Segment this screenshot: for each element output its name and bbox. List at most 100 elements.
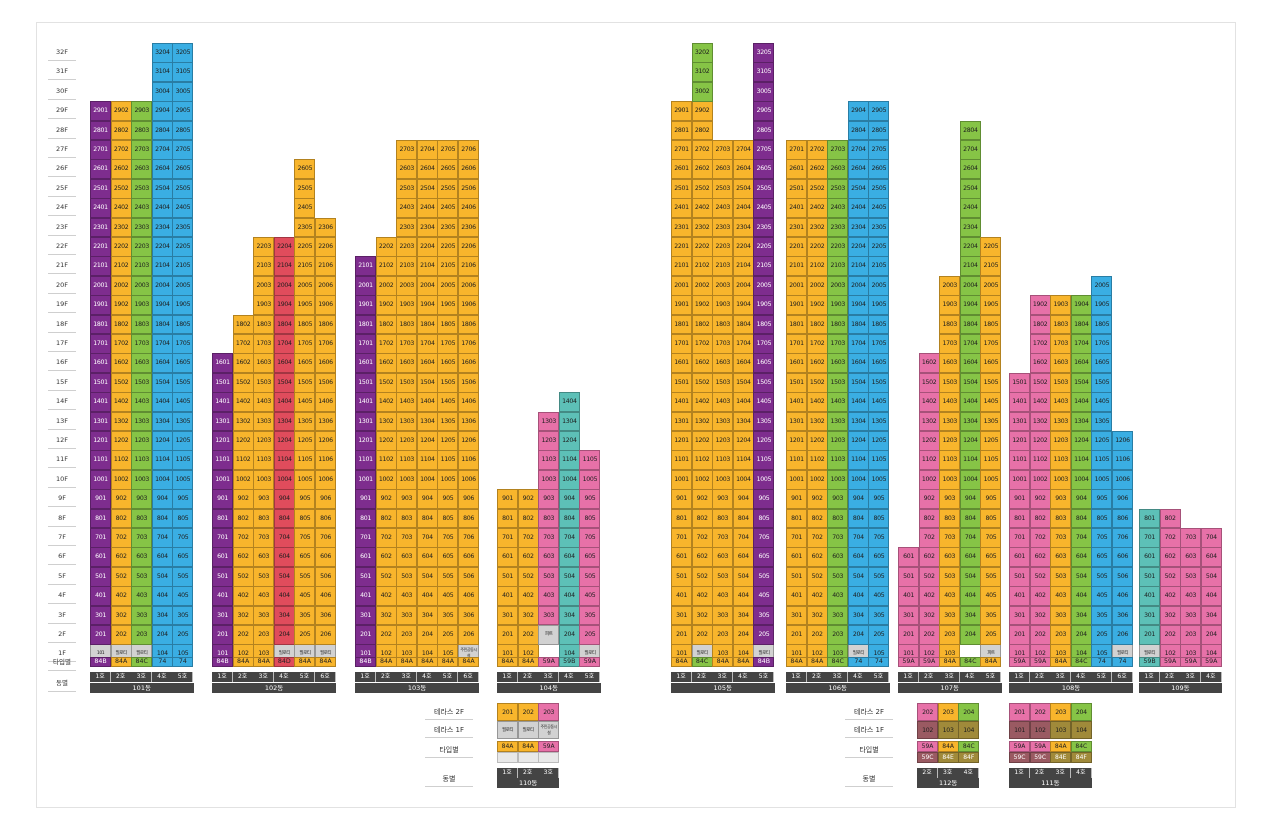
unit-cell: 1201 (786, 431, 808, 451)
unit-cell: 3205 (172, 43, 194, 63)
unit-cell: 204 (416, 625, 438, 645)
unit-cell: 2804 (151, 120, 173, 141)
unit-cell: 1105 (980, 450, 1002, 471)
unit-cell: 504 (151, 566, 173, 587)
unit-cell: 1303 (131, 411, 153, 432)
unit-type-cell: 59A (538, 741, 560, 752)
unit-cell: 2004 (959, 275, 981, 296)
line-number-label: 3호 (939, 672, 961, 682)
unit-cell: 203 (131, 625, 153, 645)
unit-cell: 1906 (458, 295, 480, 316)
unit-cell: 203 (396, 625, 418, 645)
unit-cell: 1205 (294, 431, 316, 451)
unit-cell: 2003 (939, 275, 961, 296)
line-number-label: 2호 (691, 672, 713, 682)
unit-cell: 2105 (437, 256, 459, 277)
floor-label: 4F (48, 586, 76, 605)
unit-cell: 1902 (375, 295, 397, 316)
floor-label: 17F (48, 334, 76, 352)
unit-cell: 1803 (396, 314, 418, 335)
unit-cell: 2506 (458, 178, 480, 199)
unit-cell: 305 (172, 605, 194, 626)
unit-cell: 401 (355, 586, 377, 607)
unit-cell: 3105 (753, 62, 775, 83)
unit-cell: 1703 (939, 334, 961, 354)
unit-cell: 2701 (786, 140, 808, 160)
unit-cell: 1602 (110, 353, 132, 374)
unit-cell: 1401 (1009, 392, 1031, 413)
unit-cell: 1001 (90, 469, 112, 490)
unit-cell: 1403 (827, 392, 849, 413)
unit-cell: 2601 (786, 159, 808, 180)
unit-cell: 902 (691, 489, 713, 510)
unit-cell: 302 (517, 605, 539, 626)
unit-cell: 2502 (110, 178, 132, 199)
unit-cell: 303 (1180, 605, 1202, 626)
unit-type-cell: 84D (273, 657, 295, 667)
unit-cell: 304 (1200, 605, 1222, 626)
unit-cell: 204 (732, 625, 754, 645)
unit-cell: 2101 (355, 256, 377, 277)
unit-cell: 706 (458, 528, 480, 548)
unit-cell: 2104 (273, 256, 295, 277)
unit-cell: 2202 (691, 237, 713, 257)
floor-label: 21F (48, 256, 76, 275)
unit-cell: 1401 (212, 392, 234, 413)
unit-cell: 1402 (1029, 392, 1051, 413)
unit-cell: 1903 (827, 295, 849, 316)
unit-cell: 1802 (806, 314, 828, 335)
unit-cell: 704 (1070, 528, 1092, 548)
unit-cell: 1201 (1009, 431, 1031, 451)
line-number-label: 1호 (212, 672, 234, 682)
unit-cell: 305 (980, 605, 1002, 626)
unit-cell: 1201 (212, 431, 234, 451)
floor-label: 20F (48, 276, 76, 294)
unit-cell: 504 (959, 566, 981, 587)
terrace-2f-cell: 201 (1009, 703, 1031, 721)
unit-type-cell: 84C (131, 657, 153, 667)
unit-cell: 1004 (558, 469, 580, 490)
unit-cell: 302 (1159, 605, 1181, 626)
unit-cell: 903 (712, 489, 734, 510)
unit-cell: 1705 (753, 334, 775, 354)
floor-label: 15F (48, 373, 76, 391)
unit-cell: 2603 (131, 159, 153, 180)
unit-cell: 2501 (671, 178, 693, 199)
terrace-2f-label: 테라스 2F (425, 705, 473, 720)
unit-cell: 1701 (671, 334, 693, 354)
terrace-1f-label: 테라스 1F (425, 723, 473, 738)
unit-cell: 504 (273, 566, 295, 587)
floor-label: 29F (48, 101, 76, 120)
unit-type-cell: 84A (253, 657, 275, 667)
line-number-label: 1호 (355, 672, 377, 682)
floor-label: 30F (48, 82, 76, 100)
unit-cell: 304 (959, 605, 981, 626)
unit-cell: 1005 (294, 469, 316, 490)
unit-cell: 1105 (1091, 450, 1113, 471)
unit-cell: 1703 (396, 334, 418, 354)
unit-cell: 1504 (847, 372, 869, 393)
unit-cell: 2604 (416, 159, 438, 180)
unit-cell: 2905 (868, 101, 890, 122)
unit-cell: 1901 (355, 295, 377, 316)
unit-cell: 1503 (827, 372, 849, 393)
unit-cell: 2305 (868, 217, 890, 238)
unit-cell: 504 (847, 566, 869, 587)
unit-cell: 401 (671, 586, 693, 607)
unit-cell: 505 (579, 566, 601, 587)
unit-cell: 1001 (786, 469, 808, 490)
unit-cell: 1705 (172, 334, 194, 354)
unit-cell: 702 (1029, 528, 1051, 548)
unit-cell: 403 (253, 586, 275, 607)
unit-cell: 401 (90, 586, 112, 607)
unit-cell: 302 (691, 605, 713, 626)
floor-label: 13F (48, 412, 76, 430)
unit-cell: 905 (1091, 489, 1113, 510)
unit-cell: 605 (437, 547, 459, 568)
unit-cell: 201 (497, 625, 519, 645)
unit-cell: 1502 (691, 372, 713, 393)
floor-label: 1F (48, 644, 76, 663)
unit-cell: 3102 (691, 62, 713, 83)
unit-cell: 804 (1070, 508, 1092, 529)
unit-cell: 1904 (416, 295, 438, 316)
